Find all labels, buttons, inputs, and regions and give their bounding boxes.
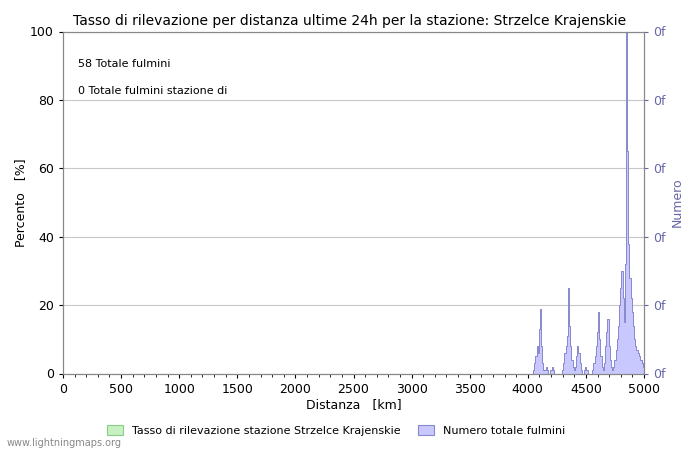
Text: 58 Totale fulmini: 58 Totale fulmini [78, 59, 170, 69]
Text: www.lightningmaps.org: www.lightningmaps.org [7, 438, 122, 448]
X-axis label: Distanza   [km]: Distanza [km] [306, 398, 401, 411]
Text: Tasso di rilevazione per distanza ultime 24h per la stazione: Strzelce Krajenski: Tasso di rilevazione per distanza ultime… [74, 14, 626, 27]
Legend: Tasso di rilevazione stazione Strzelce Krajenskie, Numero totale fulmini: Tasso di rilevazione stazione Strzelce K… [102, 420, 570, 440]
Y-axis label: Percento   [%]: Percento [%] [14, 158, 27, 247]
Text: 0 Totale fulmini stazione di: 0 Totale fulmini stazione di [78, 86, 227, 96]
Y-axis label: Numero: Numero [671, 178, 684, 227]
